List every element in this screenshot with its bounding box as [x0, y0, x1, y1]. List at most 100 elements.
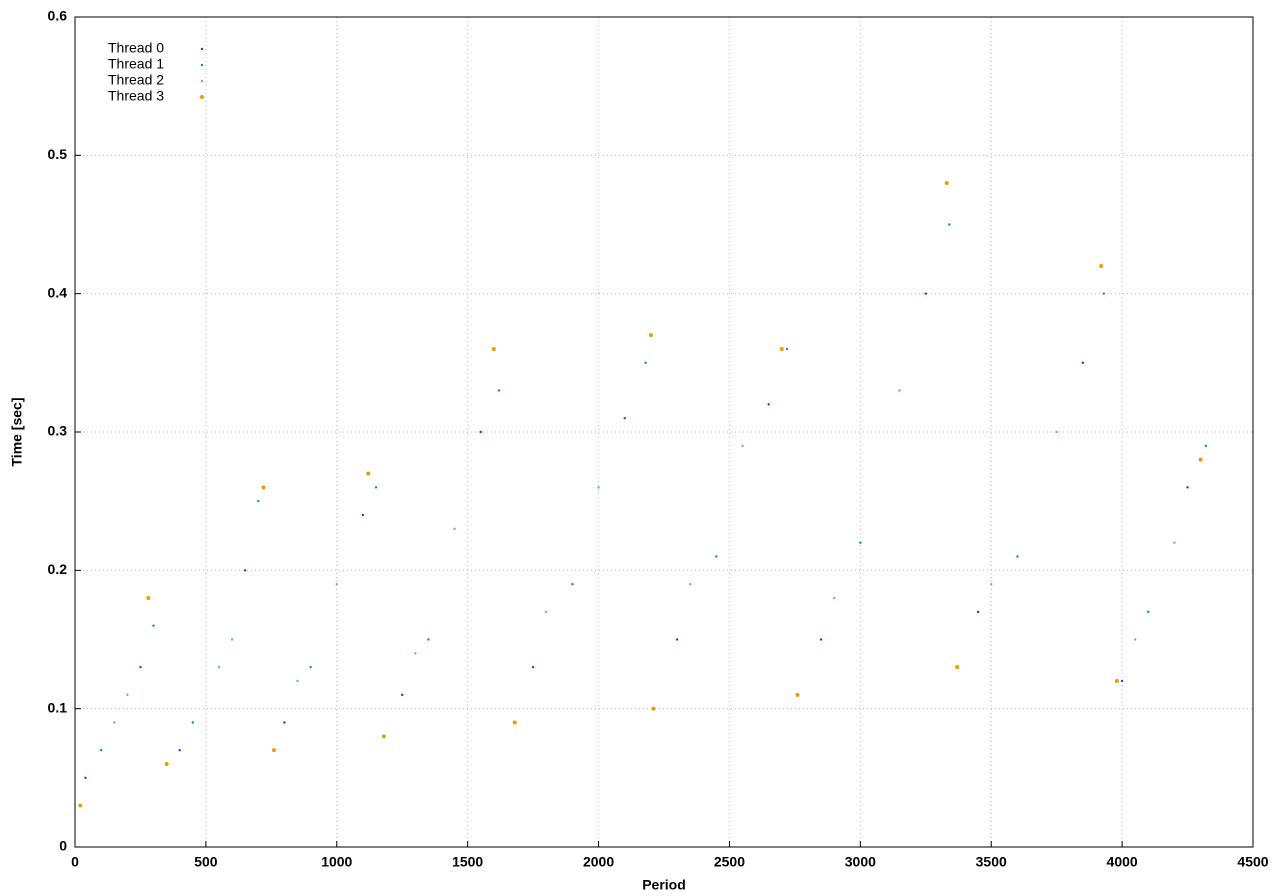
point	[741, 444, 744, 448]
point	[571, 582, 574, 586]
x-tick-label: 0	[71, 854, 79, 870]
point	[1016, 555, 1019, 558]
point	[99, 748, 103, 752]
point	[785, 347, 789, 351]
y-tick-label: 0	[59, 838, 67, 854]
point	[271, 748, 276, 753]
point	[859, 541, 862, 544]
legend-marker	[200, 95, 204, 99]
point	[715, 555, 718, 558]
x-tick-label: 2500	[714, 854, 745, 870]
point	[819, 638, 823, 641]
point	[623, 416, 626, 420]
point	[1147, 610, 1150, 614]
plot-frame	[74, 16, 1254, 848]
point	[191, 721, 194, 724]
x-axis-label: Period	[642, 877, 686, 893]
point	[597, 486, 600, 489]
point	[976, 610, 980, 614]
x-tick-label: 4500	[1237, 854, 1268, 870]
point	[381, 734, 386, 739]
point	[366, 471, 371, 476]
point	[335, 582, 338, 586]
point	[1186, 486, 1189, 489]
x-tick-label: 4000	[1107, 854, 1138, 870]
y-tick-label: 0.6	[48, 8, 68, 24]
point	[648, 333, 653, 338]
point	[84, 776, 87, 780]
point	[1198, 457, 1203, 462]
legend-marker	[200, 47, 204, 51]
point	[779, 347, 784, 351]
point	[1081, 361, 1085, 365]
point	[261, 485, 266, 490]
point	[139, 665, 142, 669]
y-tick-label: 0.5	[48, 146, 68, 162]
x-tick-label: 500	[194, 854, 218, 870]
point	[644, 361, 647, 365]
point	[512, 720, 517, 725]
y-tick-label: 0.1	[48, 699, 68, 715]
legend-marker	[200, 63, 204, 67]
legend-label: Thread 1	[108, 56, 164, 72]
point	[401, 693, 404, 697]
point	[767, 403, 770, 406]
point	[453, 527, 456, 531]
point	[414, 652, 417, 655]
point	[1134, 638, 1137, 641]
point	[217, 665, 221, 669]
point	[243, 569, 247, 572]
point	[955, 665, 960, 670]
point	[283, 721, 286, 724]
point	[178, 748, 181, 752]
point	[898, 389, 901, 392]
legend-label: Thread 2	[108, 72, 164, 88]
x-tick-label: 1500	[452, 854, 483, 870]
x-tick-label: 3500	[976, 854, 1007, 870]
point	[126, 693, 129, 697]
y-tick-label: 0.3	[48, 423, 68, 439]
point	[545, 610, 548, 614]
point	[296, 679, 299, 683]
point	[374, 486, 378, 489]
legend-marker	[200, 79, 204, 83]
point	[427, 638, 430, 641]
legend-label: Thread 0	[108, 40, 164, 56]
point	[78, 803, 83, 808]
point	[361, 513, 365, 517]
point	[1120, 679, 1124, 683]
point	[795, 692, 800, 697]
legend-label: Thread 3	[108, 88, 164, 104]
point	[257, 499, 260, 503]
x-tick-label: 3000	[845, 854, 876, 870]
point	[990, 582, 993, 586]
y-axis-label: Time [sec]	[9, 398, 25, 467]
point	[230, 638, 234, 641]
point	[309, 665, 312, 669]
point	[164, 762, 169, 766]
point	[479, 430, 482, 434]
point	[924, 292, 927, 295]
x-tick-label: 1000	[321, 854, 352, 870]
point	[948, 223, 951, 226]
point	[688, 582, 692, 586]
point	[832, 596, 836, 600]
point	[1102, 292, 1105, 295]
point	[1114, 679, 1119, 683]
x-tick-label: 2000	[583, 854, 614, 870]
point	[491, 347, 496, 351]
point	[675, 638, 679, 641]
point	[497, 389, 501, 392]
point	[146, 596, 151, 600]
point	[944, 181, 949, 185]
point	[113, 721, 116, 724]
y-tick-label: 0.4	[48, 284, 68, 300]
point	[1099, 264, 1104, 268]
point	[1173, 541, 1176, 544]
y-tick-label: 0.2	[48, 561, 68, 577]
point	[531, 665, 535, 669]
point	[152, 624, 155, 627]
point	[1055, 430, 1058, 434]
